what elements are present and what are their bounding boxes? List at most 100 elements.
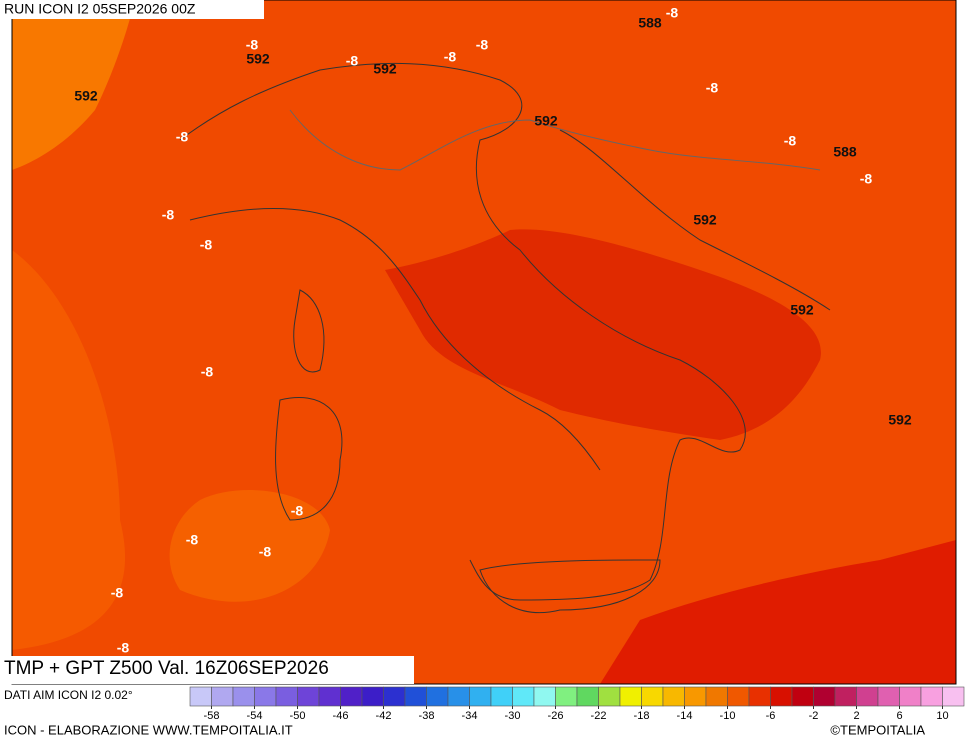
colorbar-swatch bbox=[555, 686, 578, 707]
colorbar-swatch bbox=[856, 686, 879, 707]
colorbar-swatch bbox=[189, 686, 212, 707]
colorbar-swatch bbox=[447, 686, 470, 707]
colorbar-tick-label: -10 bbox=[720, 710, 736, 722]
colorbar-swatch bbox=[469, 686, 492, 707]
colorbar-tick-label: -34 bbox=[462, 710, 478, 722]
contour-label: 592 bbox=[534, 113, 558, 129]
colorbar-swatch bbox=[297, 686, 320, 707]
coastline bbox=[559, 129, 831, 311]
colorbar-swatch bbox=[684, 686, 707, 707]
colorbar-swatch bbox=[598, 686, 621, 707]
colorbar-tick-label: -58 bbox=[204, 710, 220, 722]
colorbar: -58 -54 -50 -46 -42 -38 -34 -30 -26 -22 -18 -14 -10-… bbox=[189, 686, 965, 722]
colorbar-swatch bbox=[727, 686, 750, 707]
validity-title: TMP + GPT Z500 Val. 16Z06SEP2026 bbox=[4, 658, 329, 679]
run-title: RUN ICON I2 05SEP2026 00Z bbox=[4, 1, 196, 17]
colorbar-swatch bbox=[641, 686, 664, 707]
contour-label: -8 bbox=[259, 544, 272, 560]
colorbar-swatch bbox=[877, 686, 900, 707]
colorbar-swatch bbox=[813, 686, 836, 707]
colorbar-tick-label: -22 bbox=[591, 710, 607, 722]
colorbar-swatch bbox=[920, 686, 943, 707]
contour-label: -8 bbox=[200, 237, 213, 253]
colorbar-swatch bbox=[490, 686, 513, 707]
warm-core bbox=[385, 229, 821, 440]
warm-core bbox=[600, 540, 956, 684]
colorbar-swatch bbox=[361, 686, 384, 707]
contour-label: 588 bbox=[638, 15, 662, 31]
data-source: DATI AIM ICON I2 0.02° bbox=[4, 688, 133, 702]
colorbar-swatch bbox=[340, 686, 363, 707]
colorbar-swatch bbox=[404, 686, 427, 707]
contour-label: -8 bbox=[162, 207, 175, 223]
colorbar-tick-label: -46 bbox=[333, 710, 349, 722]
colorbar-tick-label: -2 bbox=[809, 710, 819, 722]
contour-label: -8 bbox=[444, 49, 457, 65]
colorbar-swatch bbox=[512, 686, 535, 707]
contour-label: 592 bbox=[246, 51, 270, 67]
colorbar-tick-label: -14 bbox=[677, 710, 693, 722]
contour-label: -8 bbox=[706, 80, 719, 96]
colorbar-swatch bbox=[705, 686, 728, 707]
colorbar-swatch bbox=[770, 686, 793, 707]
coastline bbox=[189, 208, 601, 471]
colorbar-tick-label: -26 bbox=[548, 710, 564, 722]
coastline bbox=[179, 62, 746, 601]
contour-label: -8 bbox=[201, 364, 214, 380]
contour-label: -8 bbox=[117, 640, 130, 656]
coastline bbox=[479, 559, 661, 614]
colorbar-tick-label: -38 bbox=[419, 710, 435, 722]
colorbar-swatch bbox=[275, 686, 298, 707]
colorbar-swatch bbox=[533, 686, 556, 707]
contour-label: 592 bbox=[693, 212, 717, 228]
contour-label: 592 bbox=[888, 412, 912, 428]
contour-label: 588 bbox=[833, 144, 857, 160]
colorbar-swatch bbox=[834, 686, 857, 707]
colorbar-swatch bbox=[619, 686, 642, 707]
colorbar-swatch bbox=[232, 686, 255, 707]
brand: ©TEMPOITALIA bbox=[830, 722, 925, 737]
contour-label: -8 bbox=[860, 171, 873, 187]
colorbar-tick-label: -30 bbox=[505, 710, 521, 722]
contour-label: 592 bbox=[373, 61, 397, 77]
footer-box bbox=[0, 656, 414, 684]
contour-label: -8 bbox=[111, 585, 124, 601]
contour-label: -8 bbox=[784, 133, 797, 149]
colorbar-tick-label: 6 bbox=[896, 710, 902, 722]
colorbar-tick-label: -18 bbox=[634, 710, 650, 722]
colorbar-swatch bbox=[383, 686, 406, 707]
contour-label: -8 bbox=[176, 129, 189, 145]
colorbar-swatch bbox=[899, 686, 922, 707]
map-frame bbox=[11, 0, 957, 685]
colorbar-swatch bbox=[662, 686, 685, 707]
colorbar-tick-label: -6 bbox=[766, 710, 776, 722]
colorbar-swatch bbox=[211, 686, 234, 707]
contour-label: -8 bbox=[291, 503, 304, 519]
colorbar-swatch bbox=[318, 686, 341, 707]
colorbar-tick-label: -54 bbox=[247, 710, 263, 722]
contour-label: -8 bbox=[666, 5, 679, 21]
credit: ICON - ELABORAZIONE WWW.TEMPOITALIA.IT bbox=[4, 722, 293, 737]
coastline bbox=[293, 289, 325, 373]
colorbar-swatch bbox=[791, 686, 814, 707]
colorbar-swatch bbox=[942, 686, 965, 707]
colorbar-swatch bbox=[576, 686, 599, 707]
border bbox=[289, 109, 821, 171]
colorbar-tick-label: 2 bbox=[853, 710, 859, 722]
colorbar-swatch bbox=[254, 686, 277, 707]
contour-label: -8 bbox=[246, 37, 259, 53]
warm-region bbox=[12, 0, 135, 170]
contour-label: -8 bbox=[186, 532, 199, 548]
contour-label: 592 bbox=[790, 302, 814, 318]
region bbox=[169, 490, 330, 602]
contour-label: 592 bbox=[74, 88, 98, 104]
coastline bbox=[275, 397, 343, 521]
colorbar-tick-label: 10 bbox=[936, 710, 948, 722]
colorbar-swatch bbox=[426, 686, 449, 707]
colorbar-tick-label: -50 bbox=[290, 710, 306, 722]
colorbar-tick-label: -42 bbox=[376, 710, 392, 722]
header-box bbox=[0, 0, 264, 19]
